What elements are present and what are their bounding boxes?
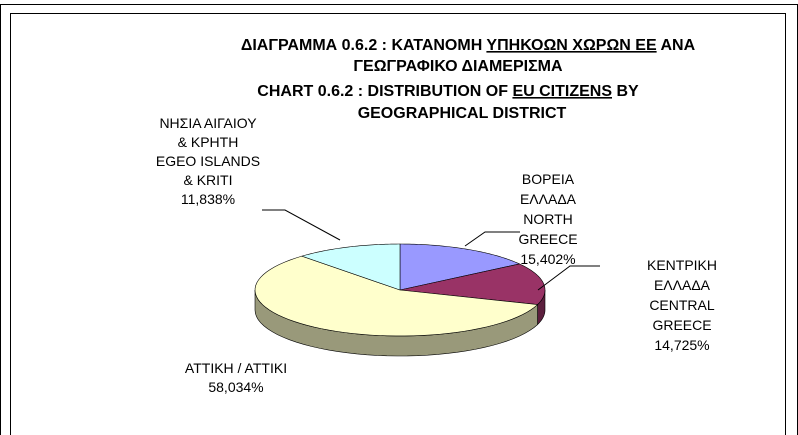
value-label: 11,838% bbox=[181, 191, 235, 207]
pie-slice bbox=[300, 243, 401, 291]
leader-line bbox=[262, 209, 341, 241]
slice-label: ΝΗΣΙΑ ΑΙΓΑΙΟΥ bbox=[159, 115, 257, 131]
slice-label: & ΚΡΗΤΗ bbox=[178, 134, 239, 150]
subtitle-part: EU CITIZENS bbox=[512, 83, 612, 100]
chart-title: ΓΕΩΓΡΑΦΙΚΟ ΔΙΑΜΕΡΙΣΜΑ bbox=[353, 58, 563, 75]
slice-label: ΚΕΝΤΡΙΚΗ bbox=[647, 257, 717, 273]
slice-label: ΒΟΡΕΙΑ bbox=[522, 171, 575, 187]
chart-subtitle: GEOGRAPHICAL DISTRICT bbox=[358, 105, 567, 122]
title-part: ΑΝΑ bbox=[660, 37, 695, 54]
slice-label: ΕΛΛΑΔΑ bbox=[654, 277, 711, 293]
value-label: 15,402% bbox=[520, 251, 575, 267]
slice-label: CENTRAL bbox=[649, 297, 715, 313]
leader-line bbox=[537, 265, 600, 291]
subtitle-part: GEOGRAPHICAL DISTRICT bbox=[358, 105, 567, 122]
slice-label: ΑΤΤΙΚΗ / ΑΤΤΙΚΙ bbox=[185, 360, 287, 376]
pie-slice bbox=[399, 243, 521, 291]
slice-label: ΕΛΛΑΔΑ bbox=[520, 191, 577, 207]
chart-title: ΔΙΑΓΡΑΜΜΑ 0.6.2 : ΚΑΤΑΝΟΜΗ ΥΠΗΚΟΩΝ ΧΩΡΩΝ… bbox=[241, 37, 696, 54]
subtitle-part: CHART 0.6.2 : DISTRIBUTION OF bbox=[257, 83, 508, 100]
value-label: 58,034% bbox=[208, 379, 263, 395]
subtitle-part: BY bbox=[616, 83, 639, 100]
pie-slice bbox=[399, 263, 546, 305]
slice-label: GREECE bbox=[518, 231, 577, 247]
title-part: ΔΙΑΓΡΑΜΜΑ 0.6.2 : ΚΑΤΑΝΟΜΗ bbox=[241, 37, 482, 54]
chart-frame bbox=[10, 13, 786, 435]
leader-line bbox=[464, 231, 520, 247]
slice-label: EGEO ISLANDS bbox=[156, 153, 260, 169]
slice-label: NORTH bbox=[523, 211, 573, 227]
slice-label: GREECE bbox=[652, 317, 711, 333]
pie-slice bbox=[254, 255, 539, 337]
title-part: ΥΠΗΚΟΩΝ ΧΩΡΩΝ ΕΕ bbox=[486, 37, 657, 54]
value-label: 14,725% bbox=[654, 337, 709, 353]
chart-subtitle: CHART 0.6.2 : DISTRIBUTION OF EU CITIZEN… bbox=[257, 83, 639, 100]
title-part: ΓΕΩΓΡΑΦΙΚΟ ΔΙΑΜΕΡΙΣΜΑ bbox=[353, 58, 563, 75]
slice-label: & KRITI bbox=[183, 172, 232, 188]
